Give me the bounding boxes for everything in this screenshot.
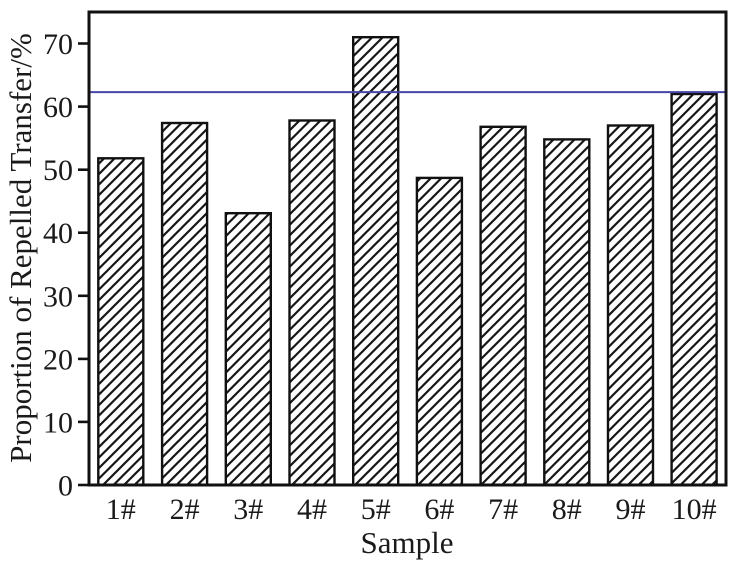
x-tick-label-5#: 5# bbox=[361, 493, 391, 526]
y-axis-title: Proportion of Repelled Transfer/% bbox=[3, 33, 38, 463]
x-tick-label-6#: 6# bbox=[424, 493, 454, 526]
bar-9# bbox=[606, 124, 655, 487]
bar-8# bbox=[543, 138, 591, 487]
x-tick-label-8#: 8# bbox=[552, 493, 582, 526]
bar-10# bbox=[670, 92, 718, 487]
x-tick-label-1#: 1# bbox=[106, 493, 136, 526]
y-tick-label-60: 60 bbox=[43, 91, 73, 124]
y-tick-label-20: 20 bbox=[43, 343, 73, 376]
x-tick-label-9#: 9# bbox=[616, 493, 646, 526]
bar-1# bbox=[97, 157, 145, 487]
bar-4# bbox=[288, 119, 336, 487]
x-tick-label-3#: 3# bbox=[233, 493, 263, 526]
plot-frame bbox=[87, 10, 728, 487]
bar-7# bbox=[479, 125, 527, 487]
x-tick-label-4#: 4# bbox=[297, 493, 327, 526]
x-axis-title: Sample bbox=[361, 525, 454, 560]
bar-2# bbox=[160, 121, 209, 487]
bar-5# bbox=[352, 36, 400, 487]
x-tick-label-10#: 10# bbox=[672, 493, 717, 526]
y-tick-label-70: 70 bbox=[43, 28, 73, 61]
y-tick-label-10: 10 bbox=[43, 406, 73, 439]
chart-render-root: 0 10 20 30 40 50 60 70 1# 2# 3# 4# 5# 6# 7# 8# 9# 10# bbox=[43, 10, 728, 526]
y-tick-label-0: 0 bbox=[58, 470, 73, 503]
x-tick-label-2#: 2# bbox=[170, 493, 200, 526]
bar-3# bbox=[224, 211, 273, 487]
bar-6# bbox=[415, 176, 464, 487]
y-tick-label-30: 30 bbox=[43, 280, 73, 313]
y-tick-label-40: 40 bbox=[43, 217, 73, 250]
y-tick-label-50: 50 bbox=[43, 154, 73, 187]
x-tick-label-7#: 7# bbox=[488, 493, 518, 526]
